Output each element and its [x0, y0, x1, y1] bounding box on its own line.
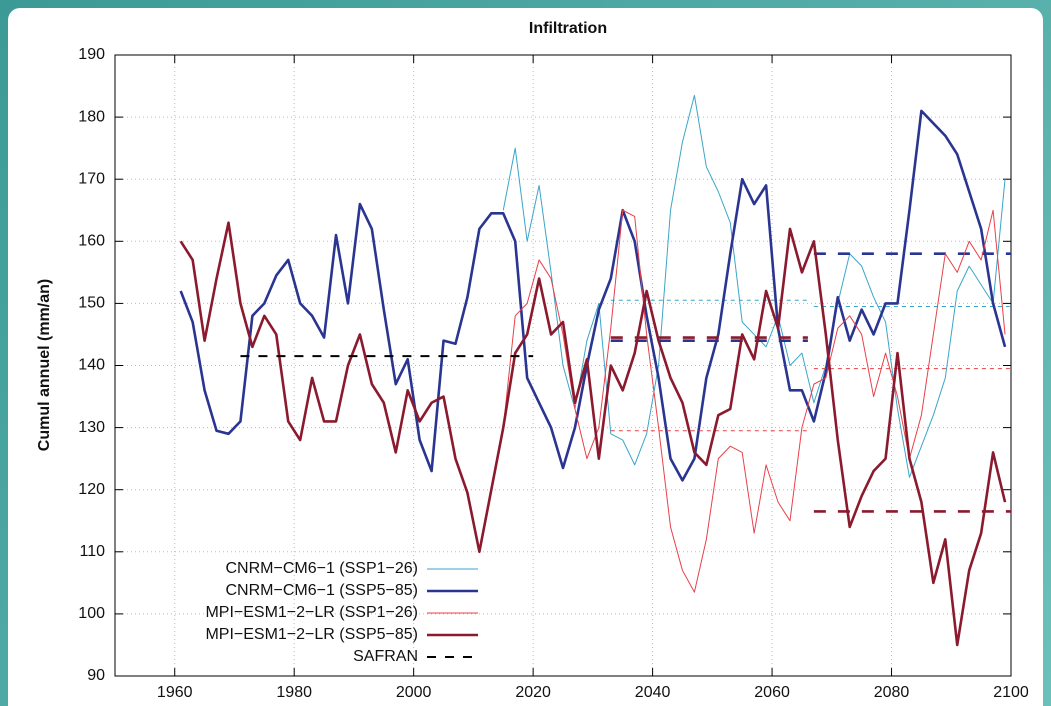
legend-label: CNRM−CM6−1 (SSP1−26) [225, 560, 418, 577]
y-tick-label: 190 [78, 46, 105, 63]
y-tick-label: 120 [78, 481, 105, 498]
series-line [179, 109, 1007, 482]
y-tick-label: 130 [78, 419, 105, 436]
chart-title: Infiltration [529, 20, 607, 37]
y-tick-label: 180 [78, 108, 105, 125]
series-line [502, 209, 1006, 593]
legend-label: MPI−ESM1−2−LR (SSP1−26) [205, 604, 418, 621]
y-tick-label: 140 [78, 357, 105, 374]
y-tick-label: 90 [87, 667, 105, 684]
y-tick-label: 150 [78, 295, 105, 312]
legend-label: MPI−ESM1−2−LR (SSP5−85) [205, 626, 418, 643]
x-tick-label: 2000 [396, 684, 432, 701]
legend-label: CNRM−CM6−1 (SSP5−85) [225, 582, 418, 599]
x-tick-label: 1980 [276, 684, 312, 701]
x-tick-label: 2040 [635, 684, 671, 701]
x-tick-label: 2100 [993, 684, 1029, 701]
y-tick-label: 110 [79, 543, 105, 560]
x-tick-label: 2080 [874, 684, 910, 701]
x-tick-label: 1960 [157, 684, 193, 701]
y-tick-label: 100 [78, 605, 105, 622]
series-line [179, 221, 1007, 647]
series-line [502, 94, 1006, 478]
x-tick-label: 2060 [754, 684, 790, 701]
y-axis-label: Cumul annuel (mm/an) [36, 279, 53, 451]
legend-label: SAFRAN [353, 648, 418, 665]
plot-frame [114, 54, 1012, 677]
y-tick-label: 160 [78, 233, 105, 250]
x-tick-label: 2020 [515, 684, 551, 701]
y-tick-label: 170 [78, 170, 105, 187]
